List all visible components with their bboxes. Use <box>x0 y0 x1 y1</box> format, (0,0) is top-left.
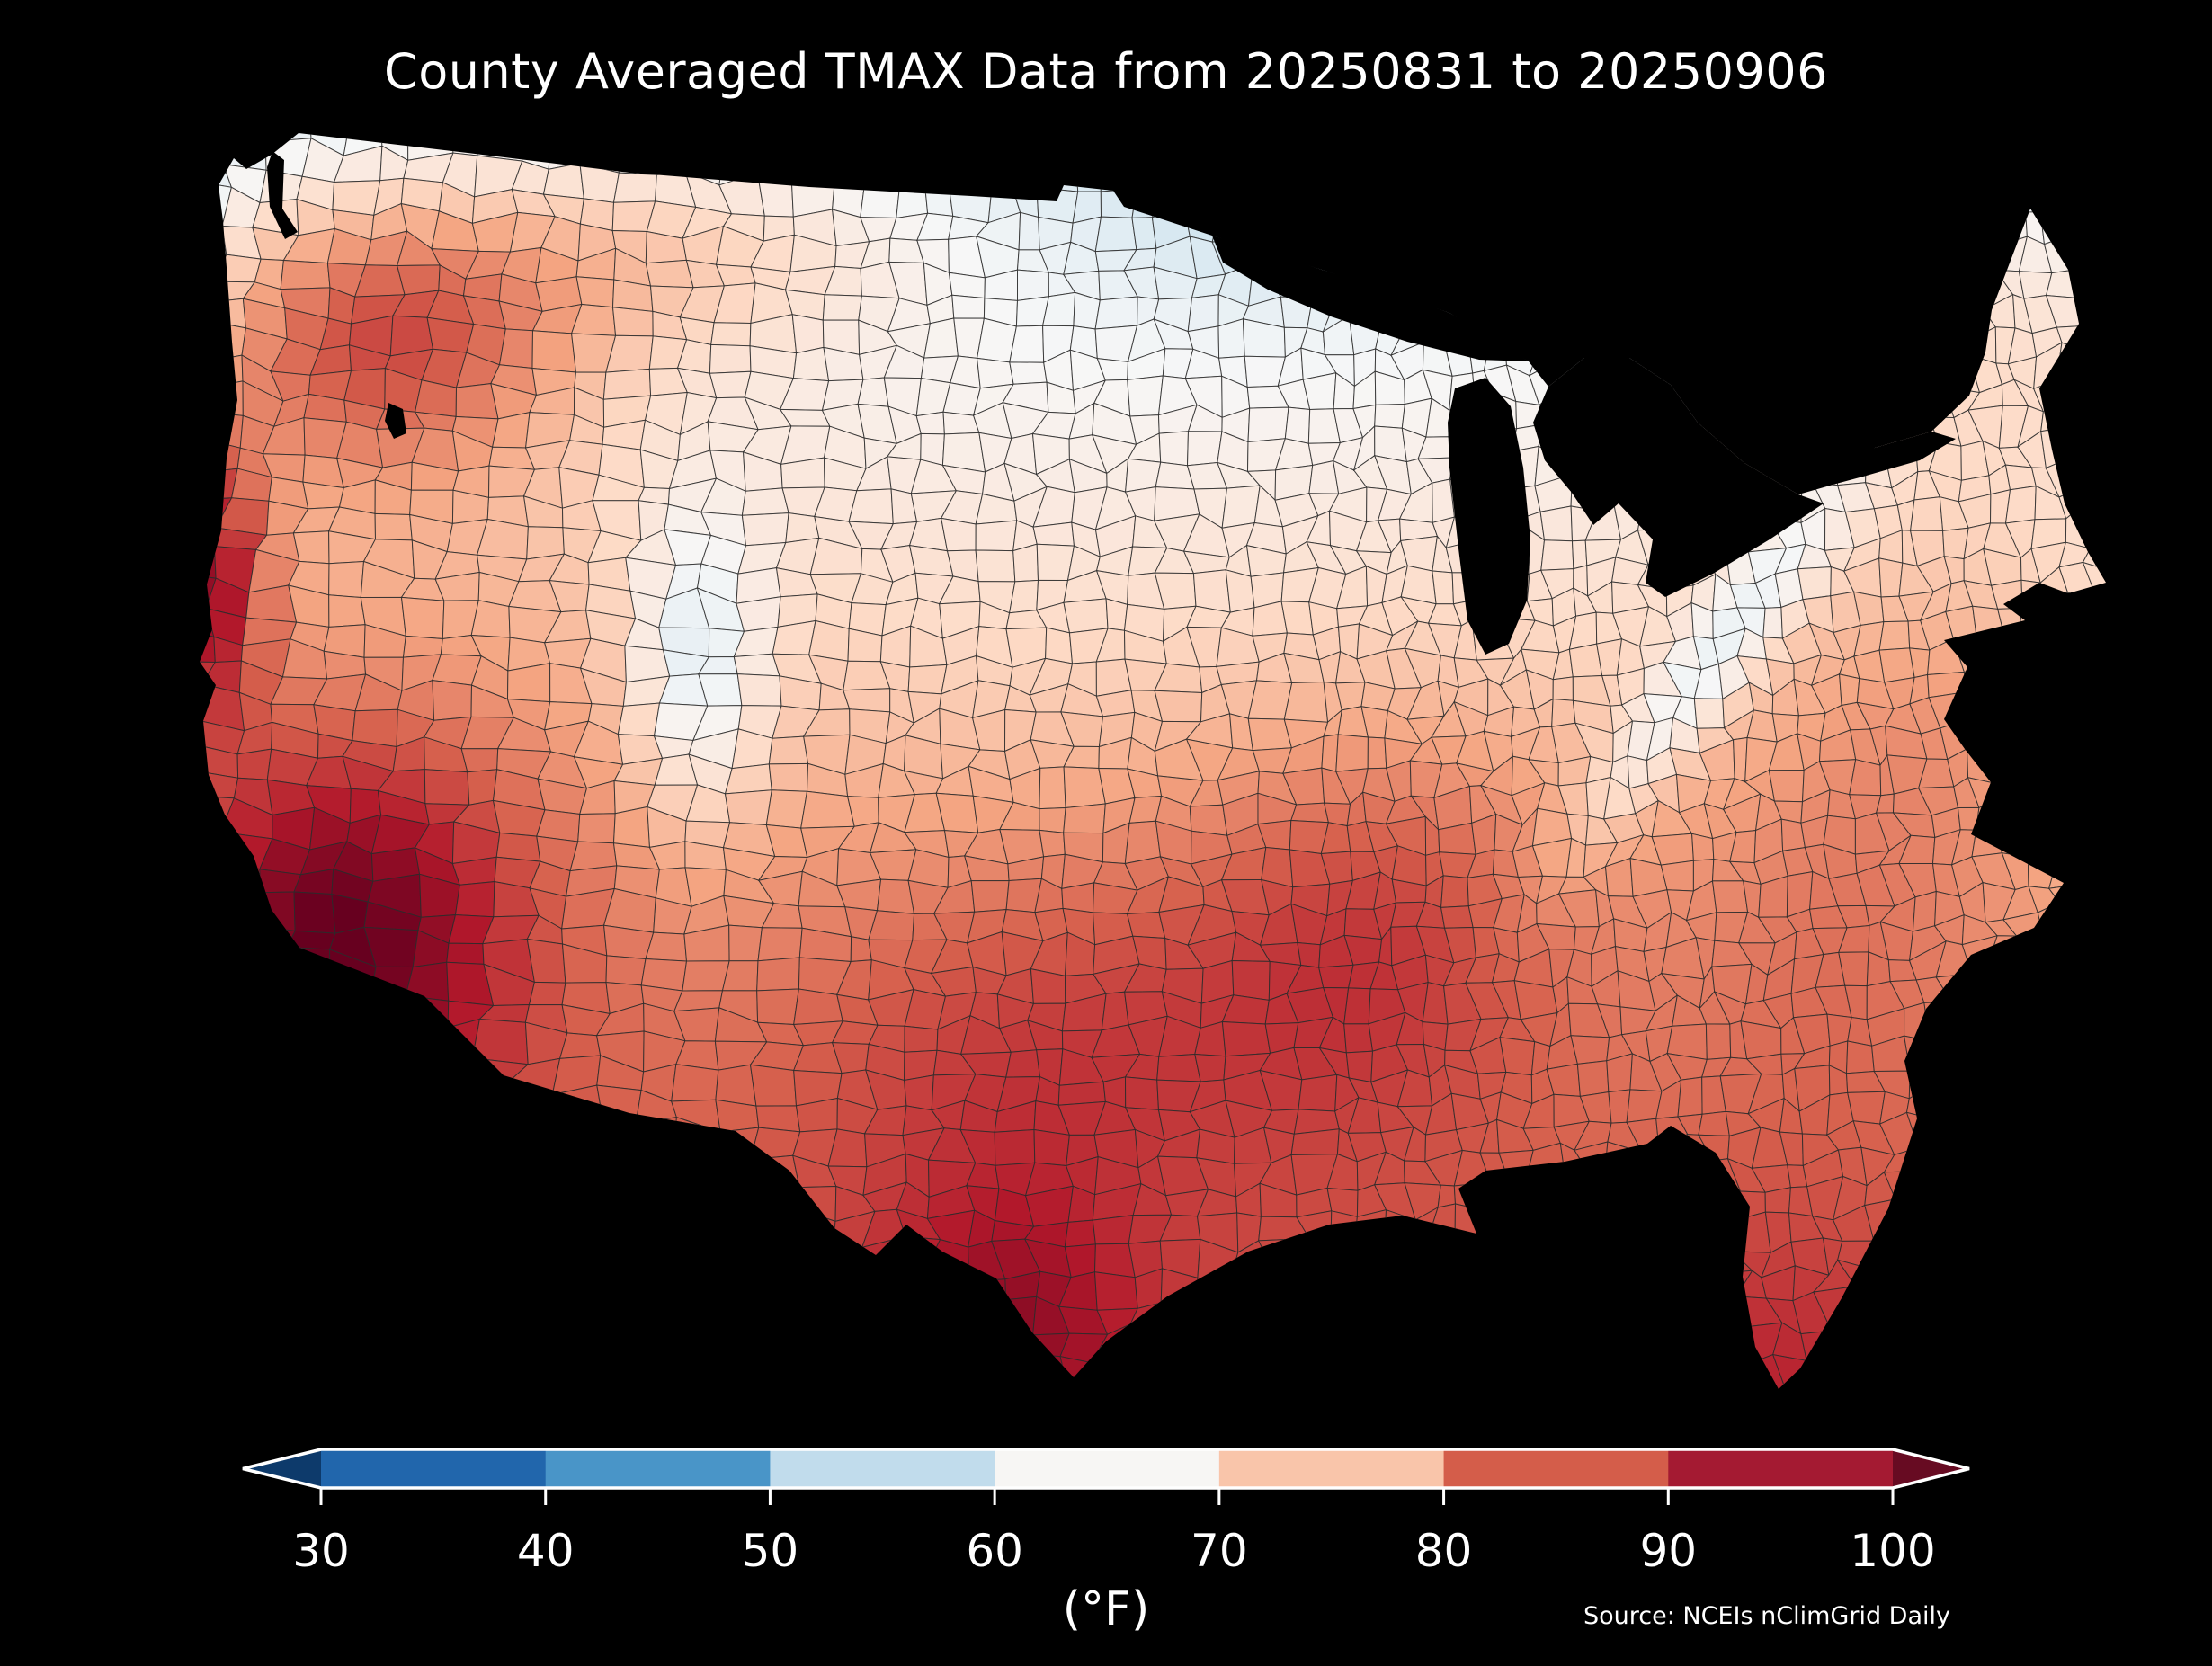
colorbar-segment <box>321 1449 547 1488</box>
colorbar-tick-label: 70 <box>1191 1525 1248 1577</box>
colorbar-over-arrow <box>1893 1449 1969 1488</box>
great-lakes-water <box>267 151 1956 655</box>
colorbar-segment <box>770 1449 995 1488</box>
colorbar-tick-label: 80 <box>1415 1525 1473 1577</box>
colorbar-tick-label: 50 <box>742 1525 799 1577</box>
figure-title: County Averaged TMAX Data from 20250831 … <box>383 43 1829 101</box>
colorbar-tick-label: 90 <box>1639 1525 1697 1577</box>
colorbar-tick-label: 60 <box>966 1525 1023 1577</box>
colorbar-under-arrow <box>243 1449 321 1488</box>
colorbar-tick-label: 30 <box>292 1525 350 1577</box>
colorbar-segment <box>1668 1449 1894 1488</box>
colorbar-segment <box>1443 1449 1669 1488</box>
colorbar-segment <box>545 1449 772 1488</box>
source-credit: Source: NCEIs nClimGrid Daily <box>1583 1602 1950 1630</box>
colorbar-segment <box>995 1449 1220 1488</box>
colorbar-tick-label: 40 <box>517 1525 575 1577</box>
colorbar-segment <box>1218 1449 1445 1488</box>
colorbar: 30 40 50 60 70 80 90 100 <box>242 1448 1970 1577</box>
colorbar-unit-label: (°F) <box>1062 1582 1150 1636</box>
county-mesh <box>200 133 2106 1389</box>
colorbar-tick-label: 100 <box>1850 1525 1935 1577</box>
colorbar-outline <box>242 1448 1970 1490</box>
